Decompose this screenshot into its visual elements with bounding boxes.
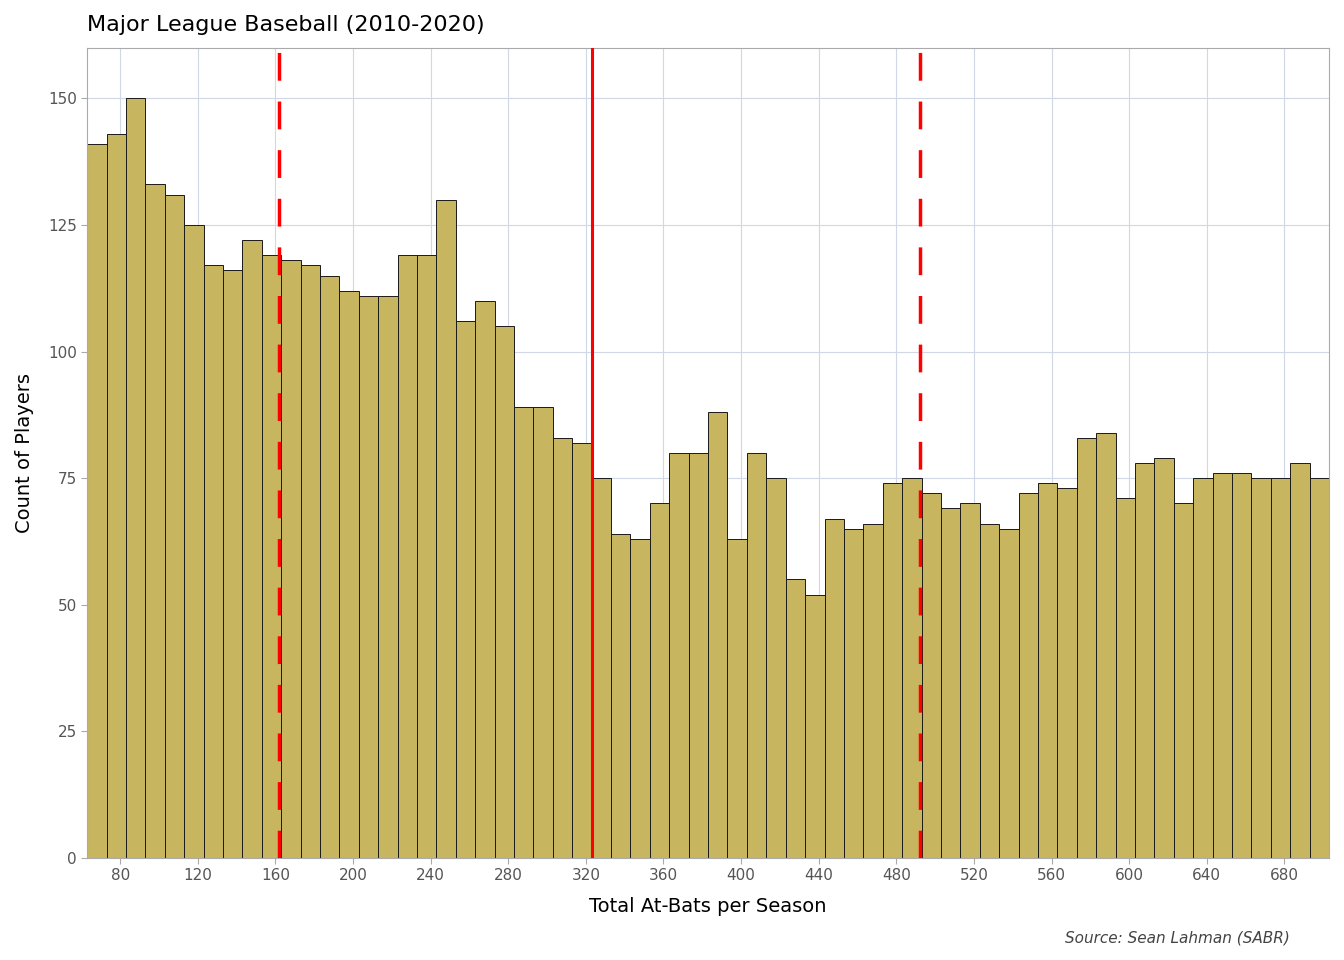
Bar [1058, 489, 1077, 858]
Bar [359, 296, 378, 858]
Bar [1193, 478, 1212, 858]
Bar [1077, 438, 1097, 858]
Bar [242, 240, 262, 858]
Bar [902, 478, 922, 858]
Bar [1038, 483, 1058, 858]
X-axis label: Total At-Bats per Season: Total At-Bats per Season [589, 898, 827, 916]
Bar [184, 225, 203, 858]
Bar [941, 509, 961, 858]
Bar [1212, 473, 1232, 858]
Bar [573, 443, 591, 858]
Bar [805, 594, 824, 858]
Bar [534, 407, 552, 858]
Text: Major League Baseball (2010-2020): Major League Baseball (2010-2020) [87, 15, 485, 35]
Bar [922, 493, 941, 858]
Bar [126, 98, 145, 858]
Bar [398, 255, 417, 858]
Bar [320, 276, 340, 858]
Bar [1097, 433, 1116, 858]
Bar [165, 195, 184, 858]
Text: Source: Sean Lahman (SABR): Source: Sean Lahman (SABR) [1066, 930, 1290, 946]
Bar [612, 534, 630, 858]
Bar [301, 265, 320, 858]
Bar [1116, 498, 1134, 858]
Bar [1290, 463, 1309, 858]
Bar [1154, 458, 1173, 858]
Bar [87, 144, 106, 858]
Bar [1173, 503, 1193, 858]
Bar [552, 438, 573, 858]
Bar [824, 518, 844, 858]
Bar [708, 412, 727, 858]
Bar [999, 529, 1019, 858]
Bar [203, 265, 223, 858]
Bar [883, 483, 902, 858]
Bar [688, 453, 708, 858]
Bar [727, 539, 747, 858]
Bar [863, 523, 883, 858]
Bar [1329, 453, 1344, 858]
Bar [1232, 473, 1251, 858]
Bar [437, 200, 456, 858]
Bar [1251, 478, 1271, 858]
Bar [281, 260, 301, 858]
Bar [1019, 493, 1038, 858]
Bar [844, 529, 863, 858]
Bar [456, 321, 476, 858]
Bar [223, 271, 242, 858]
Bar [340, 291, 359, 858]
Bar [262, 255, 281, 858]
Bar [961, 503, 980, 858]
Bar [630, 539, 650, 858]
Y-axis label: Count of Players: Count of Players [15, 372, 34, 533]
Bar [980, 523, 999, 858]
Bar [747, 453, 766, 858]
Bar [513, 407, 534, 858]
Bar [106, 133, 126, 858]
Bar [591, 478, 612, 858]
Bar [417, 255, 437, 858]
Bar [1271, 478, 1290, 858]
Bar [1309, 478, 1329, 858]
Bar [145, 184, 165, 858]
Bar [476, 300, 495, 858]
Bar [650, 503, 669, 858]
Bar [669, 453, 688, 858]
Bar [1134, 463, 1154, 858]
Bar [766, 478, 786, 858]
Bar [378, 296, 398, 858]
Bar [495, 326, 513, 858]
Bar [786, 580, 805, 858]
